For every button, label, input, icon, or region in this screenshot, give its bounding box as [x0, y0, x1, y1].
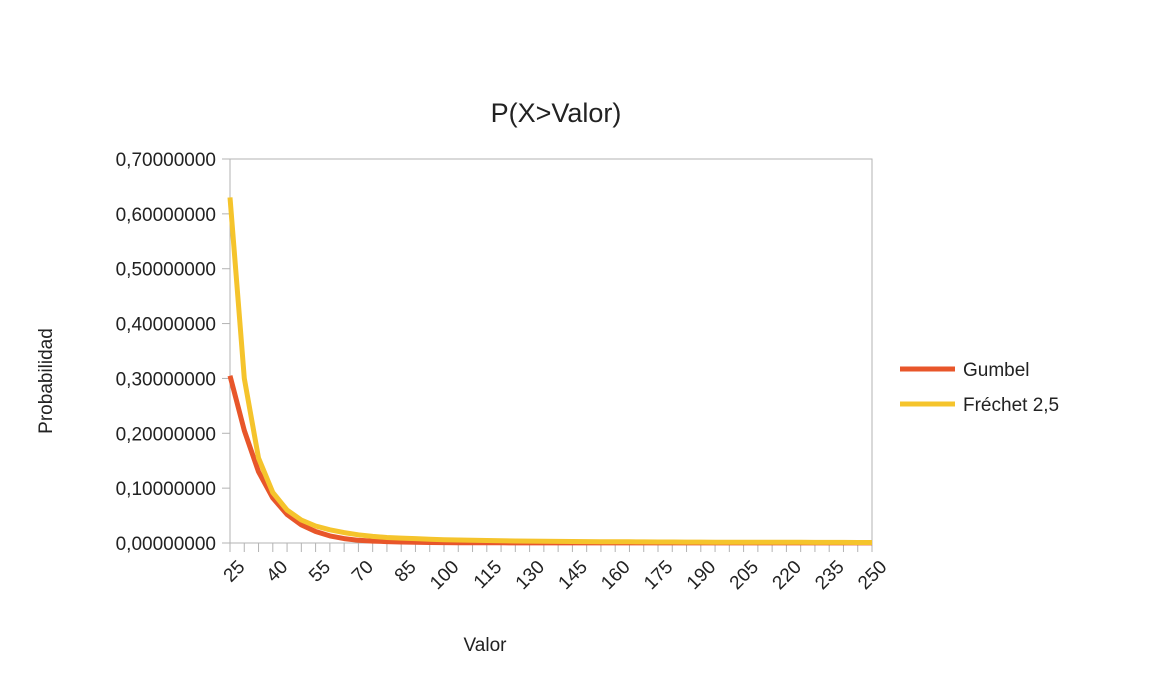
legend: Gumbel Fréchet 2,5: [900, 360, 1059, 416]
x-tick-label: 70: [348, 557, 378, 587]
x-tick-label: 40: [262, 557, 292, 587]
y-axis: 0,00000000 0,10000000 0,20000000 0,30000000…: [116, 150, 230, 555]
x-tick-label: 160: [597, 557, 634, 594]
y-tick-label: 0,20000000: [116, 424, 216, 445]
y-tick-label: 0,50000000: [116, 260, 216, 281]
chart-title: P(X>Valor): [491, 98, 622, 128]
plot-area: [229, 158, 873, 544]
x-tick-label: 250: [854, 557, 891, 594]
y-tick-label: 0,60000000: [116, 205, 216, 226]
x-tick-label: 100: [426, 557, 463, 594]
y-tick-label: 0,70000000: [116, 150, 216, 171]
plot-border: [229, 158, 873, 544]
x-axis-title: Valor: [464, 635, 508, 656]
y-tick-label: 0,40000000: [116, 315, 216, 336]
x-tick-label: 220: [769, 557, 806, 594]
x-tick-label: 235: [811, 557, 848, 594]
x-tick-label: 130: [512, 557, 549, 594]
series-line-frechet: [227, 197, 872, 545]
x-tick-label: 205: [726, 557, 763, 594]
series-line-gumbel: [227, 375, 872, 546]
y-tick-label: 0,00000000: [116, 534, 216, 555]
series-group: [227, 197, 872, 546]
legend-label: Gumbel: [963, 360, 1030, 381]
y-tick-label: 0,10000000: [116, 479, 216, 500]
x-tick-label: 115: [470, 557, 506, 593]
x-tick-label: 25: [220, 557, 250, 587]
x-tick-label: 175: [640, 557, 677, 594]
x-tick-label: 55: [305, 557, 335, 587]
y-axis-title: Probabilidad: [36, 328, 57, 434]
x-axis: 25 40 55 70 85 100 115 130 145 160 175 190 205 220 235…: [220, 543, 891, 594]
y-tick-label: 0,30000000: [116, 369, 216, 390]
x-tick-label: 190: [683, 557, 720, 594]
x-tick-label: 145: [555, 557, 592, 594]
legend-label: Fréchet 2,5: [963, 395, 1059, 416]
x-tick-label: 85: [391, 557, 421, 587]
